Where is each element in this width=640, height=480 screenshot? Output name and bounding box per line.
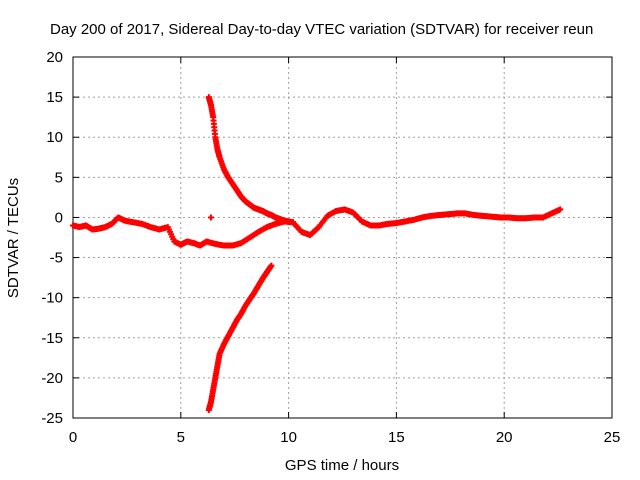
y-tick-label: -25: [41, 410, 63, 427]
x-tick-label: 25: [604, 429, 621, 446]
x-tick-label: 0: [69, 429, 77, 446]
x-axis: 0 5 10 15 20 25: [69, 57, 621, 446]
series-0: [70, 206, 564, 249]
data-point: [207, 214, 214, 221]
plot-frame: [72, 56, 613, 419]
y-tick-label: 5: [55, 169, 63, 186]
series-2: [205, 262, 275, 413]
series-1: [205, 94, 296, 226]
x-tick-label: 5: [177, 429, 185, 446]
data-points: [70, 94, 564, 413]
grid: [73, 57, 612, 418]
y-tick-label: -5: [50, 250, 63, 267]
y-tick-label: 15: [46, 89, 63, 106]
y-tick-label: 0: [55, 209, 63, 226]
y-tick-label: 20: [46, 49, 63, 66]
x-tick-label: 15: [388, 429, 405, 446]
y-tick-label: 10: [46, 129, 63, 146]
data-point: [268, 262, 275, 269]
y-axis: -25 -20 -15 -10 -5 0 5 10 15 20: [41, 49, 612, 427]
x-tick-label: 20: [496, 429, 513, 446]
data-point: [557, 206, 564, 213]
y-tick-label: -10: [41, 290, 63, 307]
x-axis-label: GPS time / hours: [285, 457, 399, 474]
y-tick-label: -20: [41, 370, 63, 387]
y-tick-label: -15: [41, 330, 63, 347]
series-3: [207, 214, 214, 221]
chart-title: Day 200 of 2017, Sidereal Day-to-day VTE…: [50, 21, 593, 38]
y-axis-label: SDTVAR / TECUs: [5, 178, 22, 298]
data-point: [289, 219, 296, 226]
x-tick-label: 10: [280, 429, 297, 446]
